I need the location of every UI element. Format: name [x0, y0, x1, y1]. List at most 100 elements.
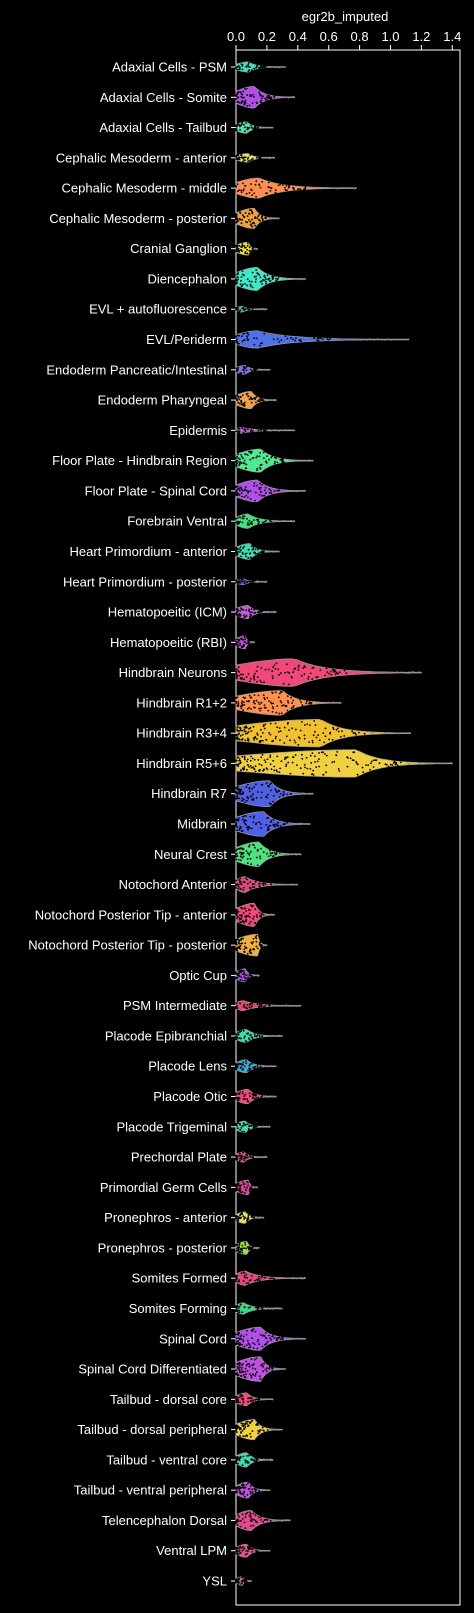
data-point — [266, 1096, 268, 1098]
violin-points — [235, 427, 291, 434]
data-point — [244, 1435, 247, 1438]
data-point — [235, 465, 238, 468]
data-point — [277, 668, 280, 671]
data-point — [269, 1125, 271, 1127]
data-point — [347, 757, 349, 759]
data-point — [237, 1092, 240, 1095]
data-point — [254, 1514, 257, 1517]
data-point — [241, 1158, 243, 1161]
data-point — [238, 1489, 241, 1491]
category-label: Cephalic Mesoderm - posterior — [49, 211, 227, 226]
data-point — [276, 96, 278, 98]
data-point — [264, 1399, 266, 1401]
data-point — [243, 1495, 246, 1498]
data-point — [269, 1095, 271, 1097]
data-point — [297, 188, 299, 191]
data-point — [260, 796, 263, 799]
data-point — [236, 125, 238, 128]
data-point — [246, 1156, 249, 1159]
data-point — [286, 793, 289, 796]
data-point — [269, 852, 272, 855]
data-point — [236, 1246, 239, 1248]
data-point — [254, 224, 256, 227]
data-point — [254, 183, 257, 186]
data-point — [268, 824, 271, 827]
data-point — [328, 702, 330, 704]
data-point — [242, 283, 245, 286]
data-point — [244, 88, 246, 90]
data-point — [237, 644, 240, 646]
data-point — [251, 308, 254, 310]
data-point — [270, 399, 272, 401]
data-point — [241, 218, 244, 221]
data-point — [235, 1122, 238, 1125]
data-point — [235, 367, 238, 370]
data-point — [239, 887, 242, 890]
data-point — [238, 829, 241, 831]
data-point — [236, 517, 239, 519]
data-point — [245, 819, 248, 822]
data-point — [249, 641, 251, 643]
data-point — [248, 1421, 251, 1424]
data-point — [257, 701, 260, 704]
data-point — [235, 248, 238, 250]
data-point — [247, 976, 250, 979]
data-point — [292, 705, 295, 707]
violin-30 — [235, 968, 260, 983]
data-point — [256, 248, 259, 250]
data-point — [238, 970, 241, 972]
data-point — [260, 735, 262, 738]
data-point — [286, 853, 288, 855]
data-point — [274, 460, 276, 463]
data-point — [235, 1427, 238, 1430]
data-point — [251, 1488, 254, 1491]
data-point — [235, 1522, 238, 1525]
data-point — [259, 101, 262, 104]
data-point — [266, 368, 268, 370]
data-point — [236, 1037, 239, 1040]
data-point — [254, 611, 257, 614]
data-point — [298, 1338, 300, 1340]
category-label: Somites Formed — [132, 1271, 227, 1286]
data-point — [408, 672, 410, 674]
data-point — [235, 1306, 238, 1309]
data-point — [262, 1549, 264, 1551]
data-point — [298, 664, 300, 667]
data-point — [297, 853, 299, 855]
data-point — [309, 460, 311, 462]
data-point — [235, 98, 238, 100]
data-point — [272, 739, 274, 742]
category-label: Ventral LPM — [156, 1543, 227, 1558]
data-point — [250, 608, 253, 610]
data-point — [236, 1519, 238, 1521]
data-point — [276, 1307, 278, 1309]
data-point — [249, 1346, 252, 1348]
data-point — [297, 278, 299, 280]
data-point — [260, 1005, 263, 1008]
category-label: Endoderm Pharyngeal — [98, 393, 227, 408]
data-point — [235, 580, 238, 583]
data-point — [242, 1363, 244, 1365]
violin-body — [235, 933, 268, 957]
data-point — [247, 521, 249, 524]
data-point — [241, 394, 244, 397]
data-point — [237, 488, 239, 490]
data-point — [334, 187, 336, 189]
data-point — [238, 671, 241, 673]
data-point — [273, 1520, 276, 1522]
data-point — [239, 769, 242, 772]
data-point — [287, 1519, 289, 1521]
data-point — [240, 1486, 243, 1489]
data-point — [297, 1338, 299, 1340]
data-point — [236, 157, 239, 160]
data-point — [236, 276, 239, 279]
data-point — [270, 456, 273, 459]
data-point — [418, 763, 420, 765]
data-point — [283, 1338, 285, 1340]
violin-points — [235, 782, 313, 806]
data-point — [239, 1187, 241, 1190]
data-point — [251, 1005, 253, 1008]
data-point — [277, 1429, 279, 1431]
data-point — [294, 741, 297, 744]
data-point — [391, 764, 394, 766]
